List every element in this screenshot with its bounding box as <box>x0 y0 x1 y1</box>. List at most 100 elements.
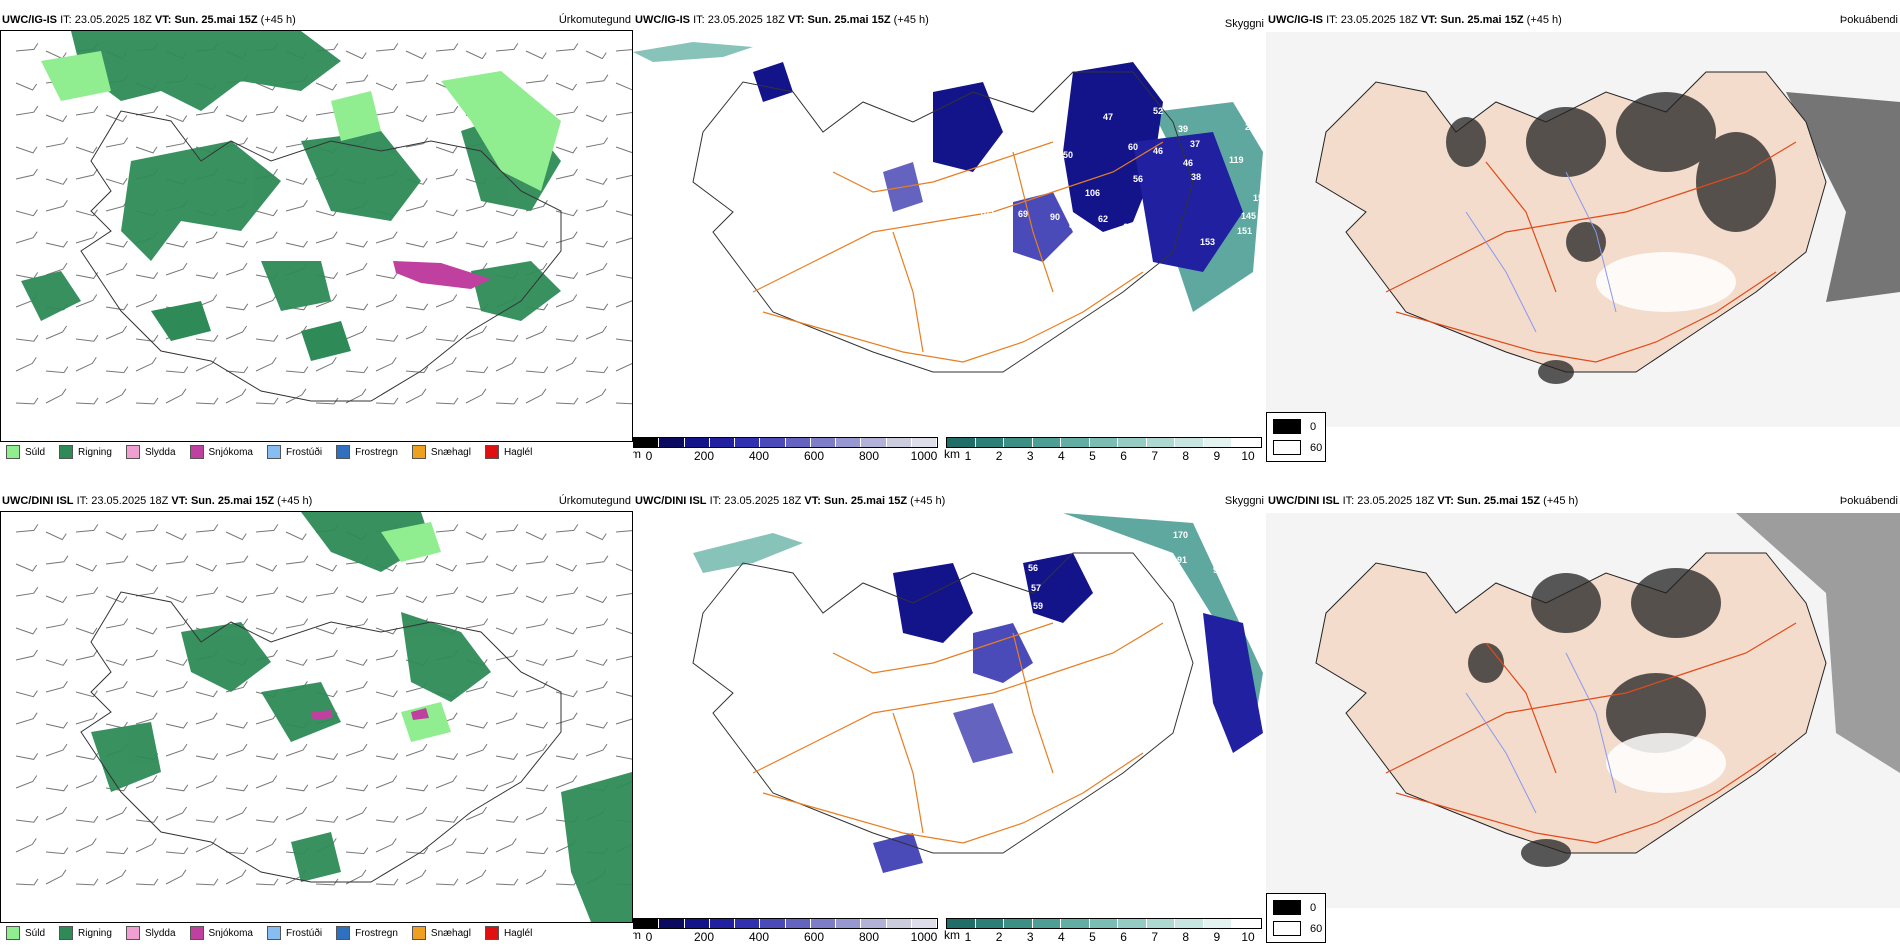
wind-barb <box>555 209 578 217</box>
colorbar-tick-label: 10 <box>1241 449 1255 463</box>
wind-barb <box>615 691 632 697</box>
wind-barb <box>405 303 429 311</box>
precip-legend-label: Súld <box>25 446 46 458</box>
fog-legend-low: 60 <box>1310 922 1323 935</box>
fog-panel-top: UWC/IG-IS IT: 23.05.2025 18Z VT: Sun. 25… <box>1266 12 1900 465</box>
roads <box>752 622 1164 844</box>
wind-barb <box>285 743 308 757</box>
wind-barb <box>375 753 399 760</box>
colorbar-swatch <box>911 438 937 447</box>
wind-barb <box>615 49 632 52</box>
colorbar-tick-label: 9 <box>1213 449 1221 463</box>
colorbar-swatch <box>1061 438 1090 447</box>
wind-barb <box>555 649 578 661</box>
wind-barb <box>615 300 632 308</box>
wind-barb <box>15 775 38 789</box>
colorbar-tick-label: 8 <box>1182 930 1190 944</box>
colorbar-tick-label: 9 <box>1213 930 1221 944</box>
wind-barb <box>135 397 159 405</box>
wind-barb <box>105 114 128 123</box>
precip-legend-label: Snæhagl <box>430 446 471 458</box>
wind-barb <box>615 237 632 244</box>
colorbar-swatch <box>1004 438 1033 447</box>
wind-barb <box>225 595 248 604</box>
wind-barb <box>165 595 188 604</box>
wind-barb <box>225 262 248 276</box>
colorbar-swatch <box>886 438 912 447</box>
wind-barb <box>585 531 607 541</box>
colorbar-km: 1 2 3 4 5 6 7 8 9 10 km <box>944 918 1262 944</box>
colorbar-tick-label: 5 <box>1089 930 1096 944</box>
wind-barb <box>525 555 549 565</box>
colorbar-tick-label: 6 <box>1120 449 1127 463</box>
wind-barb <box>225 531 247 541</box>
precip-legend-label: Haglél <box>503 927 533 939</box>
wind-barb <box>375 627 398 635</box>
wind-barb <box>555 231 578 244</box>
panel-title: UWC/DINI ISL IT: 23.05.2025 18Z VT: Sun.… <box>1268 495 1579 507</box>
colorbar-swatch <box>861 919 887 928</box>
colorbar-swatch <box>1232 919 1262 928</box>
precip-legend-swatch <box>189 445 204 459</box>
wind-barb <box>75 586 99 597</box>
colorbar-tick-label: 3 <box>1026 930 1034 944</box>
wind-barb <box>345 303 369 311</box>
wind-barb <box>15 649 38 661</box>
wind-barb <box>555 586 579 597</box>
wind-barb <box>285 618 309 629</box>
wind-barb <box>555 105 579 116</box>
wind-barb <box>15 105 39 116</box>
cloud-base-label: 17 <box>1133 729 1143 739</box>
wind-barb <box>405 595 428 604</box>
colorbar-swatch <box>1118 919 1147 928</box>
wind-barb <box>15 838 37 853</box>
wind-barb <box>255 627 278 635</box>
wind-barb <box>315 563 338 572</box>
wind-barb <box>555 753 579 760</box>
cloud-base-label: 156 <box>1253 193 1266 203</box>
wind-barb <box>375 294 398 308</box>
colorbar-swatch <box>684 438 710 447</box>
wind-barb <box>225 721 248 729</box>
wind-barb <box>345 721 368 729</box>
wind-barb <box>45 659 68 666</box>
cloud-base-label: 161 <box>961 174 976 184</box>
wind-barb <box>585 366 609 374</box>
precip-legend-label: Frostregn <box>355 446 398 458</box>
rain-patches-south <box>151 301 351 361</box>
wind-barb <box>375 712 398 725</box>
wind-barb <box>435 294 458 308</box>
wind-barb <box>75 712 98 725</box>
wind-barb <box>255 563 278 572</box>
precip-legend-swatch <box>59 926 74 940</box>
wind-barb <box>375 272 399 279</box>
wind-barb <box>585 325 608 340</box>
wind-barb <box>345 325 368 340</box>
wind-barb <box>315 294 338 308</box>
wind-barb <box>435 524 459 533</box>
wind-barb <box>135 334 159 342</box>
colorbar-tick-label: 1 <box>964 449 972 463</box>
wind-barb <box>135 272 159 279</box>
wind-barb <box>615 82 632 91</box>
wind-barb <box>195 397 219 405</box>
wind-barb <box>15 334 39 342</box>
precip-legend-swatch <box>6 926 20 940</box>
precip-legend-item: Slydda <box>125 926 176 940</box>
wind-barb <box>525 50 547 60</box>
wind-barb <box>15 878 39 886</box>
wind-barb <box>165 555 189 565</box>
precip-legend-label: Rigning <box>78 927 112 939</box>
wind-barb <box>135 649 158 661</box>
wind-barb <box>165 743 188 757</box>
cloud-base-label: 56 <box>1028 563 1038 573</box>
colorbar-swatch <box>975 438 1005 447</box>
wind-barb <box>285 366 309 374</box>
colorbar-swatch <box>659 438 685 447</box>
wind-barb <box>165 114 188 123</box>
wind-barb <box>195 878 219 886</box>
wind-barb <box>435 878 459 886</box>
wind-barb <box>495 586 519 597</box>
colorbar-swatch <box>1203 919 1233 928</box>
colorbar-tick-label: 7 <box>1151 930 1158 944</box>
